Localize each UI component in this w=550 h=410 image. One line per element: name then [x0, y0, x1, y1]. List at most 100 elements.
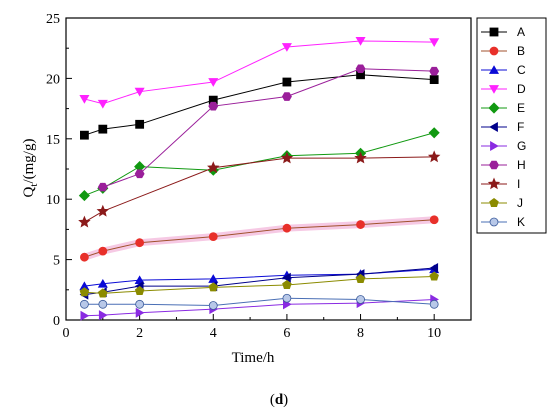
y-tick-label: 15 [46, 133, 60, 148]
series-H [97, 64, 440, 192]
data-point [429, 215, 439, 225]
data-point [282, 77, 292, 87]
data-point [96, 204, 110, 217]
legend-item-A: A [481, 25, 525, 39]
data-point [134, 87, 145, 97]
series-J [79, 271, 439, 298]
data-point [135, 299, 145, 309]
y-tick-label: 5 [53, 254, 60, 269]
legend-item-E: E [481, 101, 525, 115]
series-K [80, 293, 439, 310]
data-point [280, 151, 294, 164]
data-point [80, 130, 89, 140]
data-point [134, 286, 145, 296]
series-line [102, 68, 435, 188]
data-point [135, 307, 145, 318]
legend-item-B: B [481, 44, 525, 58]
x-tick-label: 2 [136, 326, 143, 341]
legend-marker [489, 27, 499, 37]
legend-item-D: D [481, 82, 526, 96]
series-line [84, 156, 435, 223]
data-point [208, 301, 218, 310]
legend-label: K [517, 215, 525, 229]
x-tick-label: 10 [427, 326, 441, 341]
data-point [208, 282, 219, 292]
x-tick-label: 6 [283, 326, 290, 341]
data-point [356, 220, 365, 229]
data-point [429, 66, 440, 76]
x-axis: 0 2 4 6 8 10 [63, 314, 441, 341]
legend-item-H: H [481, 158, 526, 172]
plot-area [65, 17, 472, 321]
series-A [80, 70, 439, 140]
series-F [79, 263, 439, 300]
data-point [98, 299, 108, 309]
data-point [427, 150, 441, 163]
data-point [98, 288, 108, 298]
series-G [80, 294, 439, 321]
legend-label: I [517, 177, 520, 191]
y-tick-label: 10 [46, 193, 60, 208]
legend-label: B [517, 44, 525, 58]
legend-marker [489, 121, 498, 133]
legend-box [476, 17, 547, 234]
legend-marker [487, 177, 501, 190]
data-point [98, 124, 108, 134]
data-point [281, 92, 292, 101]
x-tick-label: 8 [357, 326, 364, 341]
y-tick-label: 25 [46, 12, 60, 27]
data-point [356, 295, 365, 304]
legend-marker [489, 198, 499, 208]
data-point [208, 78, 219, 87]
data-point [207, 161, 220, 174]
legend-item-K: K [481, 215, 525, 229]
legend-item-I: I [481, 177, 520, 191]
data-point [98, 246, 108, 256]
legend-item-C: C [481, 63, 526, 77]
plot-border [65, 17, 472, 321]
data-point [78, 215, 91, 228]
series-line [84, 40, 435, 105]
legend-marker [489, 46, 499, 56]
data-point [354, 151, 367, 164]
legend-label: G [517, 139, 526, 153]
data-point [135, 119, 145, 129]
legend-label: A [517, 25, 525, 39]
legend-item-J: J [481, 196, 523, 210]
data-point [429, 75, 439, 85]
legend-item-F: F [481, 120, 524, 134]
legend-marker [488, 85, 500, 94]
data-point [428, 127, 440, 139]
data-point [97, 99, 108, 109]
data-point [80, 252, 89, 262]
data-point [208, 101, 219, 111]
series-E [78, 127, 440, 202]
legend-label: F [517, 120, 524, 134]
x-axis-label: Time/h [232, 350, 275, 366]
legend-label: E [517, 101, 525, 115]
legend-label: J [517, 196, 523, 210]
legend-marker [488, 65, 500, 74]
y-tick-label: 0 [53, 314, 60, 329]
legend-marker [488, 102, 500, 114]
series-D [79, 37, 440, 109]
x-tick-label: 4 [210, 326, 217, 341]
legend-marker [489, 217, 499, 227]
legend-item-G: G [481, 139, 526, 153]
data-point [282, 223, 292, 233]
data-point [281, 43, 292, 52]
data-point [80, 310, 90, 321]
legend-marker [490, 140, 499, 152]
data-point [429, 271, 439, 281]
series-band [83, 216, 435, 261]
data-point [79, 95, 90, 104]
data-point [97, 278, 108, 288]
y-tick-label: 20 [46, 72, 60, 87]
series-I [78, 150, 441, 228]
data-point [78, 190, 90, 202]
legend-label: D [517, 82, 526, 96]
data-point [282, 293, 292, 303]
data-point [355, 273, 366, 283]
